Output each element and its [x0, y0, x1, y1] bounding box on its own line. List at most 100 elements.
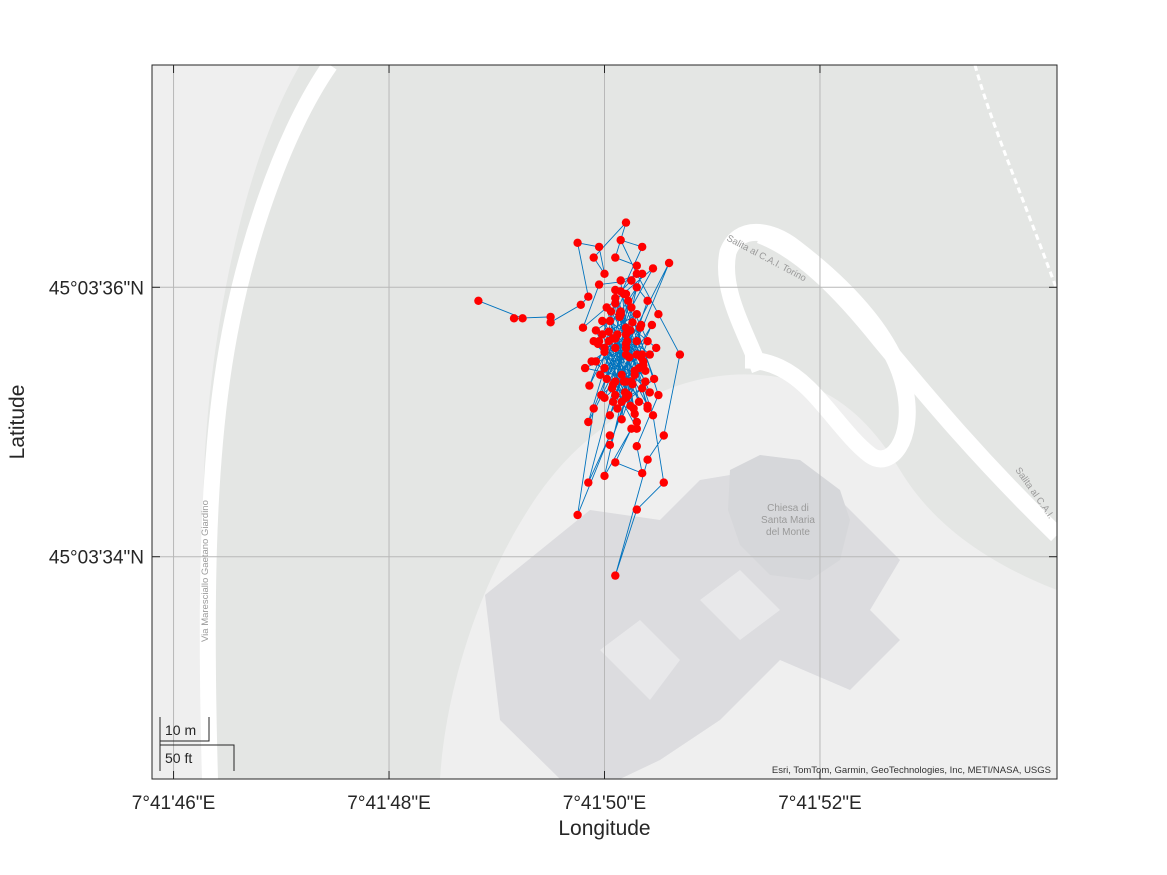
track-point — [619, 289, 629, 299]
x-axis-title: Longitude — [558, 817, 650, 840]
track-point — [638, 384, 647, 393]
track-point — [602, 374, 611, 384]
track-point — [632, 283, 641, 292]
track-point — [611, 285, 620, 295]
track-point — [634, 363, 644, 373]
track-point — [604, 337, 613, 346]
track-point — [611, 390, 620, 400]
track-point — [605, 440, 615, 450]
track-point — [587, 357, 596, 366]
track-point — [611, 571, 620, 580]
track-point — [596, 370, 605, 379]
track-point — [626, 326, 635, 335]
scale-bar: 10 m 50 ft — [159, 717, 235, 771]
track-point — [617, 370, 626, 379]
track-point — [630, 409, 639, 419]
track-point — [604, 327, 613, 336]
track-point — [619, 377, 629, 386]
track-point — [645, 388, 654, 397]
track-series — [474, 218, 685, 580]
track-point — [474, 296, 483, 305]
track-point — [600, 471, 609, 481]
track-point — [641, 366, 650, 375]
church-label-line2: Santa Maria — [761, 515, 815, 526]
track-point — [584, 417, 593, 427]
track-point — [647, 320, 657, 330]
track-point — [624, 390, 633, 400]
track-point — [584, 478, 593, 487]
track-point — [546, 318, 555, 327]
track-point — [613, 404, 622, 413]
axis-ticks: 7°41'46"E 7°41'48"E 7°41'50"E 7°41'52"E 45°0… — [49, 65, 1057, 814]
track-point — [624, 296, 633, 305]
track-point — [632, 417, 641, 427]
track-point — [664, 258, 674, 268]
track-point — [638, 469, 647, 478]
track-point — [593, 339, 603, 349]
track-point — [628, 318, 637, 327]
track-point — [573, 510, 582, 520]
track-point — [598, 330, 607, 339]
church-label-line1: Chiesa di — [767, 503, 809, 514]
track-point — [594, 280, 604, 289]
y-axis-title: Latitude — [6, 385, 29, 460]
track-point — [632, 350, 641, 359]
scale-label-imperial: 50 ft — [165, 750, 192, 766]
map-attribution: Esri, TomTom, Garmin, GeoTechnologies, I… — [772, 765, 1051, 776]
track-point — [576, 300, 585, 309]
track-point — [632, 505, 641, 514]
track-point — [600, 343, 609, 353]
church-buildings — [485, 455, 900, 779]
track-point — [643, 401, 652, 410]
track-point — [605, 431, 615, 440]
track-point — [611, 458, 620, 467]
track-point — [509, 314, 519, 323]
track-point — [654, 310, 663, 319]
track-point — [611, 343, 620, 353]
track-point — [632, 337, 641, 346]
church-label-line3: del Monte — [766, 527, 810, 538]
track-point — [580, 363, 590, 373]
track-point — [518, 314, 527, 323]
x-tick-label: 7°41'48"E — [347, 793, 430, 814]
track-point — [643, 337, 652, 346]
track-point — [594, 242, 604, 252]
track-point — [591, 326, 601, 335]
road-left — [199, 65, 337, 779]
track-point — [632, 424, 641, 433]
road-label-left: Via Maresciallo Gaetano Giardino — [200, 500, 211, 642]
scale-bar-imperial — [159, 741, 235, 771]
track-point — [598, 316, 607, 326]
track-point — [611, 299, 620, 308]
track-point — [638, 242, 647, 252]
track-point — [639, 357, 648, 366]
track-point — [621, 339, 631, 349]
track-point — [632, 442, 641, 451]
track-point — [616, 276, 625, 285]
track-point — [659, 431, 668, 440]
track-point — [641, 377, 650, 386]
track-point — [632, 261, 641, 270]
track-point — [627, 303, 636, 312]
track-point — [628, 380, 637, 389]
track-point — [634, 397, 644, 406]
y-tick-label: 45°03'36"N — [49, 278, 144, 299]
path-top-right — [973, 65, 1057, 291]
x-tick-label: 7°41'52"E — [778, 793, 861, 814]
track-point — [605, 411, 615, 420]
track-point — [627, 276, 636, 285]
track-point — [617, 415, 626, 424]
track-point — [578, 323, 588, 332]
track-point — [600, 393, 609, 402]
track-point — [600, 269, 609, 278]
track-point — [606, 307, 616, 316]
track-point — [654, 390, 663, 400]
track-point — [608, 380, 618, 389]
track-point — [600, 363, 609, 373]
track-point — [652, 343, 661, 353]
track-point — [675, 350, 685, 359]
track-point — [632, 310, 641, 319]
track-point — [643, 455, 652, 464]
track-point — [621, 218, 631, 227]
